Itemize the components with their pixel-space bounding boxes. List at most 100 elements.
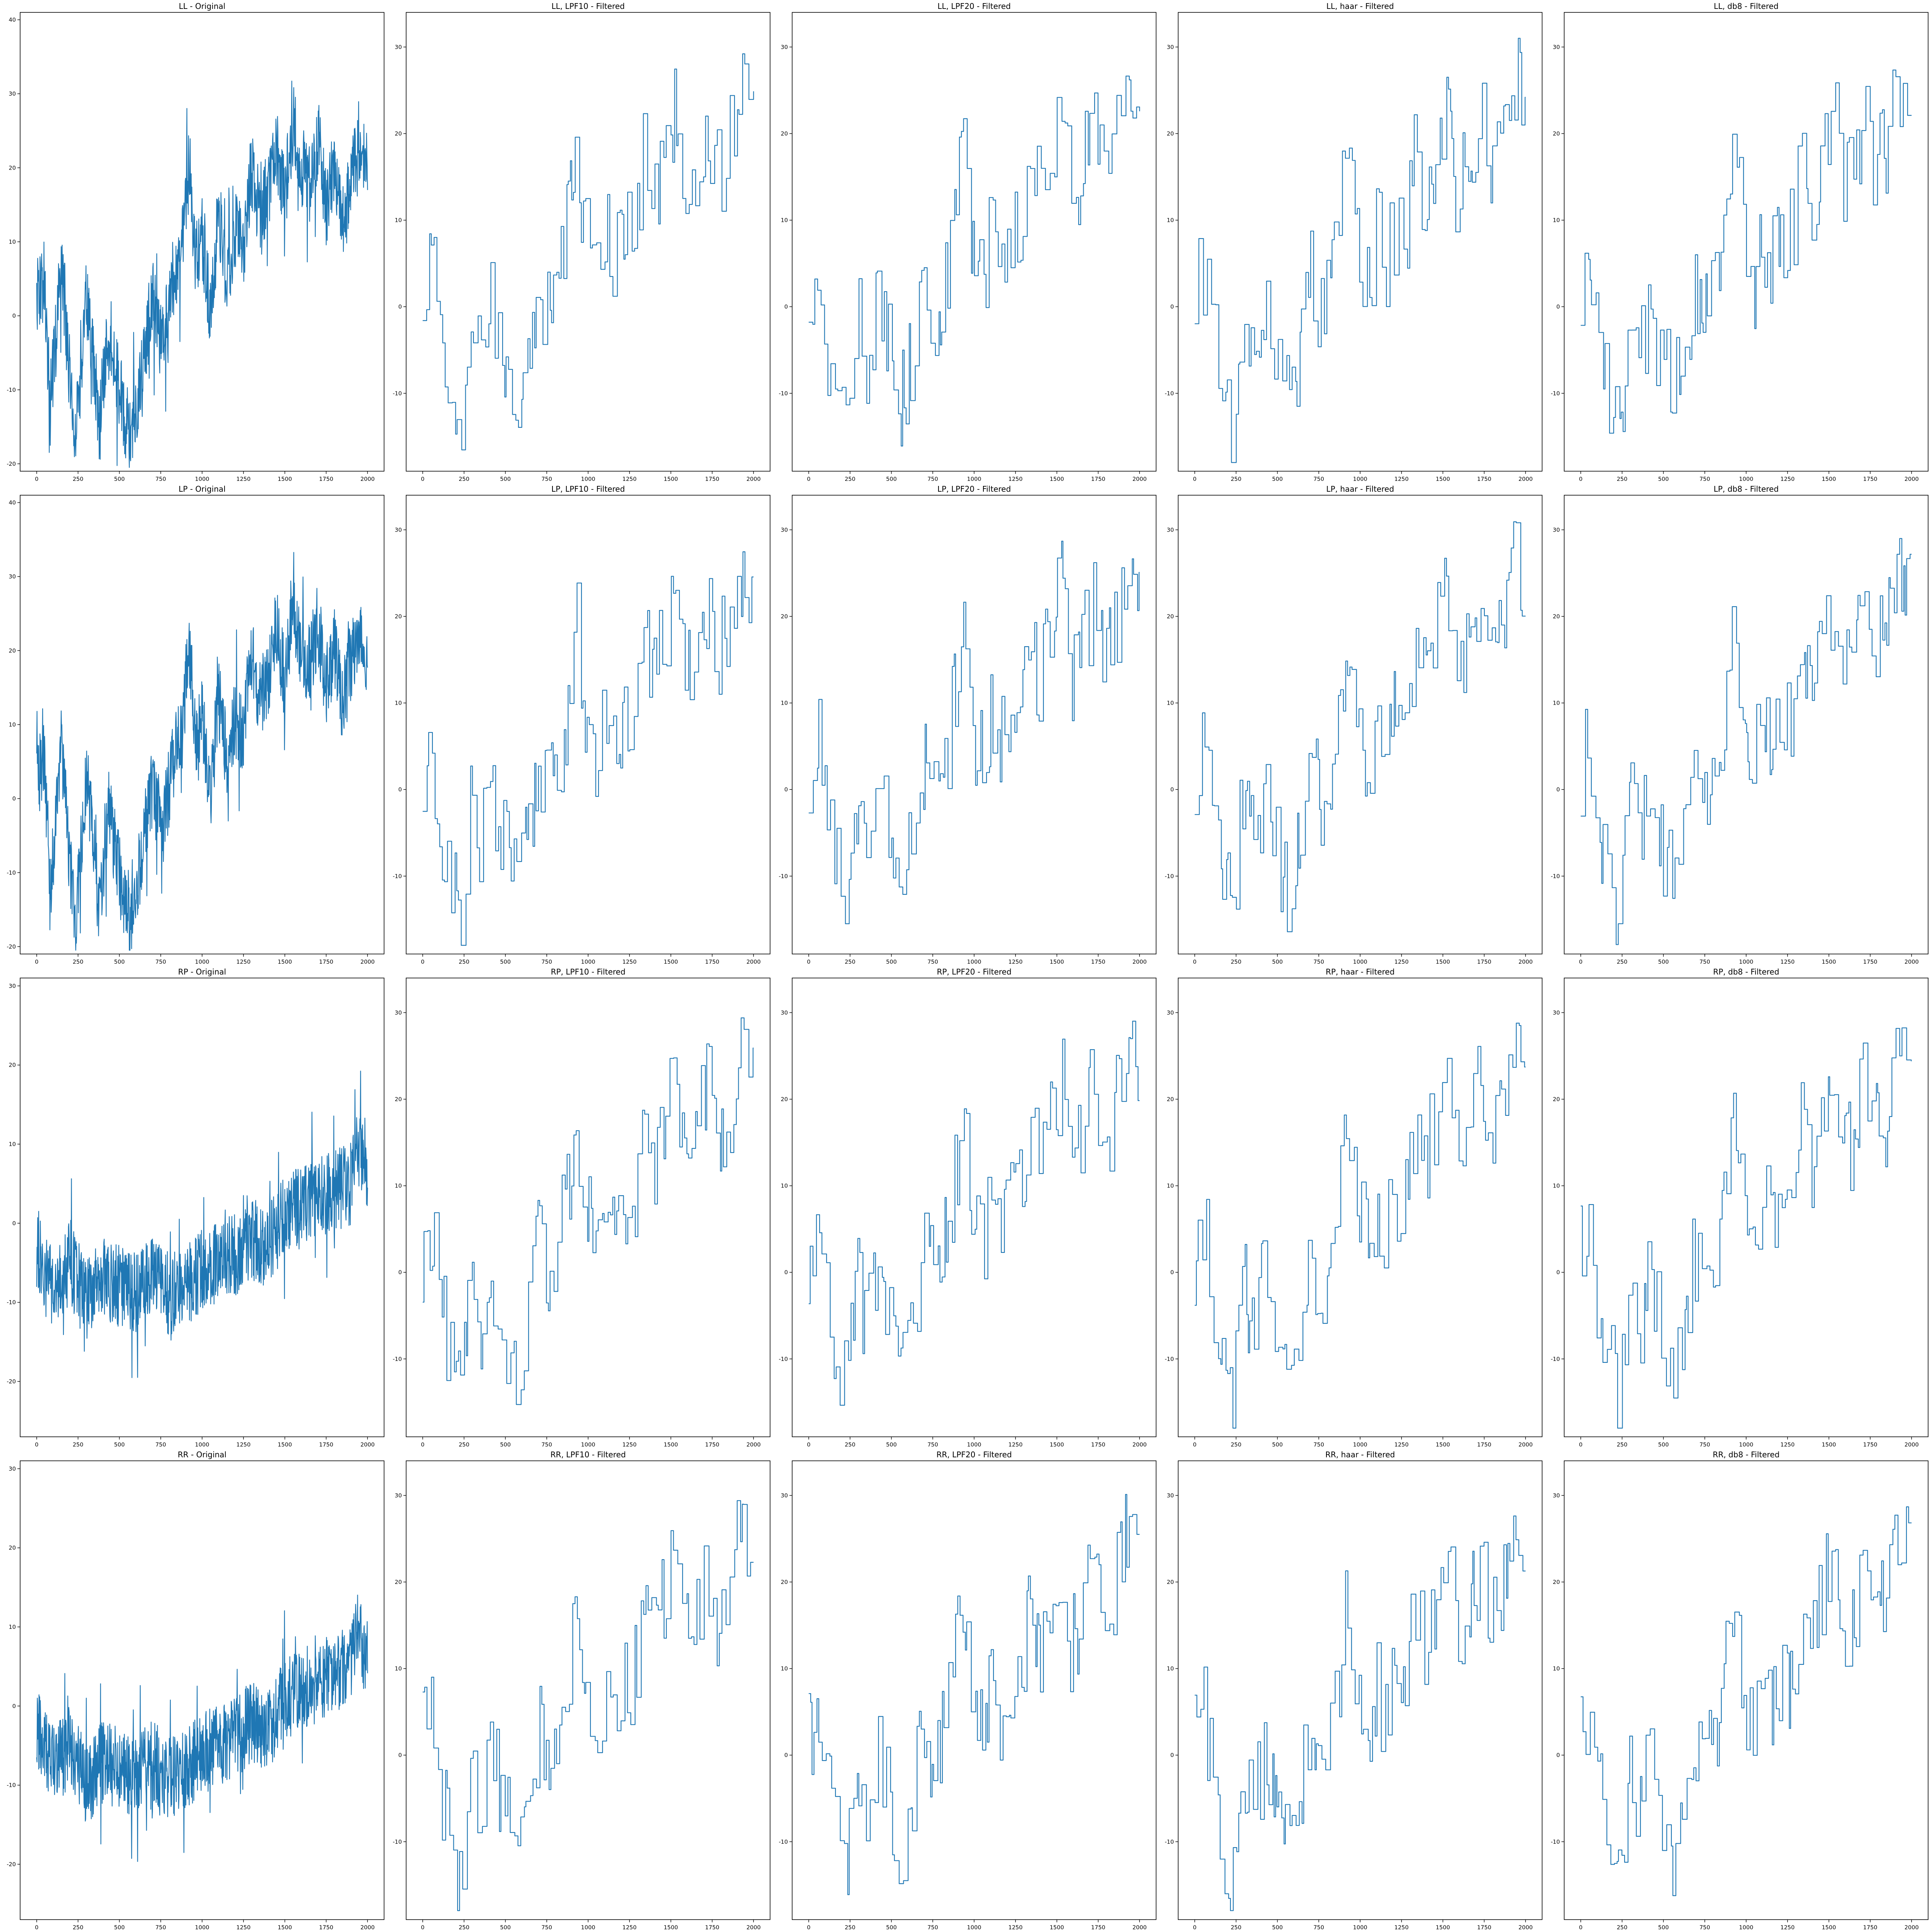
x-tick-label: 750 [155, 1925, 166, 1931]
x-tick-label: 250 [459, 1442, 470, 1448]
x-tick-label: 0 [35, 476, 38, 482]
y-tick-label: 0 [1556, 1270, 1560, 1276]
axes-frame [406, 12, 770, 472]
x-tick-label: 0 [1193, 959, 1196, 965]
axes-frame [20, 495, 384, 954]
y-tick-label: 20 [395, 1096, 402, 1103]
x-tick-label: 500 [886, 1925, 897, 1931]
panel-title: LL, db8 - Filtered [1714, 2, 1778, 11]
x-tick-label: 250 [459, 959, 470, 965]
x-tick-label: 250 [73, 959, 84, 965]
y-tick-label: 0 [784, 787, 788, 793]
axes-frame [406, 1460, 770, 1920]
x-tick-label: 500 [1658, 959, 1669, 965]
y-tick-label: 30 [1167, 44, 1174, 50]
x-tick-label: 1500 [278, 476, 292, 482]
panel-title: LL - Original [179, 2, 225, 11]
x-tick-label: 0 [421, 1925, 424, 1931]
y-tick-label: 10 [9, 722, 16, 728]
series-line [36, 552, 368, 951]
y-tick-label: 30 [1553, 44, 1560, 50]
series-line [1194, 38, 1526, 463]
x-tick-label: 500 [1272, 1442, 1283, 1448]
x-tick-label: 2000 [1132, 476, 1147, 482]
y-tick-label: 0 [12, 796, 16, 802]
x-tick-label: 1750 [319, 1442, 333, 1448]
y-tick-label: 10 [9, 1624, 16, 1630]
y-tick-label: 30 [9, 983, 16, 989]
x-tick-label: 1500 [664, 1925, 678, 1931]
x-tick-label: 1000 [967, 1925, 981, 1931]
y-tick-label: 20 [1167, 1579, 1174, 1585]
panel-rr-haar-filtered: RR, haar - Filtered 0 250 500 750 1000 1250 150… [1165, 1450, 1543, 1931]
y-tick-label: 30 [395, 1493, 402, 1499]
y-tick-label: 0 [12, 1703, 16, 1709]
x-tick-label: 1250 [236, 959, 251, 965]
series-line [422, 53, 754, 451]
x-tick-label: 750 [927, 476, 938, 482]
y-tick-label: 0 [1170, 1752, 1174, 1759]
series-line [1194, 521, 1526, 932]
series-line [422, 551, 754, 946]
y-tick-label: 20 [9, 1545, 16, 1551]
x-tick-label: 2000 [746, 476, 761, 482]
x-tick-label: 1500 [1050, 1925, 1064, 1931]
x-tick-label: 1000 [1739, 476, 1754, 482]
x-tick-label: 1750 [1477, 476, 1491, 482]
y-tick-label: 0 [1170, 787, 1174, 793]
x-tick-label: 750 [541, 1925, 552, 1931]
x-tick-label: 250 [459, 1925, 470, 1931]
x-tick-label: 1750 [705, 959, 719, 965]
y-tick-label: 10 [1553, 1183, 1560, 1189]
axes-frame [1178, 1460, 1543, 1920]
x-tick-label: 250 [1617, 1925, 1628, 1931]
y-tick-label: 0 [12, 1220, 16, 1227]
x-tick-label: 1000 [581, 1925, 595, 1931]
x-tick-label: 2000 [360, 1925, 375, 1931]
x-tick-label: 1750 [1863, 476, 1877, 482]
series-line [36, 1071, 368, 1378]
y-tick-label: 30 [1167, 1493, 1174, 1499]
x-tick-label: 500 [886, 959, 897, 965]
x-tick-label: 1750 [1091, 1925, 1105, 1931]
panel-lp-haar-filtered: LP, haar - Filtered 0 250 500 750 1000 1250 150… [1165, 484, 1543, 965]
series-line [1580, 1027, 1912, 1429]
x-tick-label: 1250 [1394, 959, 1409, 965]
x-tick-label: 1250 [1780, 1442, 1795, 1448]
y-tick-label: -10 [779, 1839, 788, 1845]
y-tick-label: -20 [7, 1862, 16, 1868]
panel-title: LP, db8 - Filtered [1714, 484, 1779, 494]
y-tick-label: 10 [1167, 1183, 1174, 1189]
panel-title: RP, LPF10 - Filtered [551, 967, 626, 976]
y-tick-label: 20 [781, 1096, 788, 1103]
x-tick-label: 750 [1699, 1925, 1710, 1931]
series-line [36, 1594, 368, 1862]
y-tick-label: -10 [393, 1839, 402, 1845]
x-tick-label: 2000 [1518, 959, 1533, 965]
panel-ll-db8-filtered: LL, db8 - Filtered 0 250 500 750 1000 1250 1500… [1551, 2, 1929, 482]
axes-frame [1564, 495, 1929, 954]
y-tick-label: 10 [1553, 218, 1560, 224]
x-tick-label: 2000 [1905, 959, 1919, 965]
x-tick-label: 2000 [360, 476, 375, 482]
axes-frame [406, 495, 770, 954]
y-tick-label: 30 [1167, 527, 1174, 533]
x-tick-label: 750 [927, 1925, 938, 1931]
panel-rp-original: RP - Original 0 250 500 750 1000 1250 1500 1750 2… [7, 967, 384, 1448]
x-tick-label: 2000 [746, 959, 761, 965]
y-tick-label: -10 [7, 1783, 16, 1789]
panel-title: LL, LPF10 - Filtered [551, 2, 625, 11]
x-tick-label: 1500 [1436, 476, 1450, 482]
x-tick-label: 1000 [967, 476, 981, 482]
x-tick-label: 1750 [705, 1442, 719, 1448]
axes-frame [792, 978, 1156, 1437]
x-tick-label: 250 [73, 476, 84, 482]
y-tick-label: 30 [9, 91, 16, 97]
series-line [422, 1500, 754, 1911]
x-tick-label: 750 [1699, 476, 1710, 482]
y-tick-label: -10 [7, 870, 16, 876]
y-tick-label: -10 [779, 1356, 788, 1362]
series-line [1194, 1515, 1526, 1911]
x-tick-label: 2000 [1905, 476, 1919, 482]
